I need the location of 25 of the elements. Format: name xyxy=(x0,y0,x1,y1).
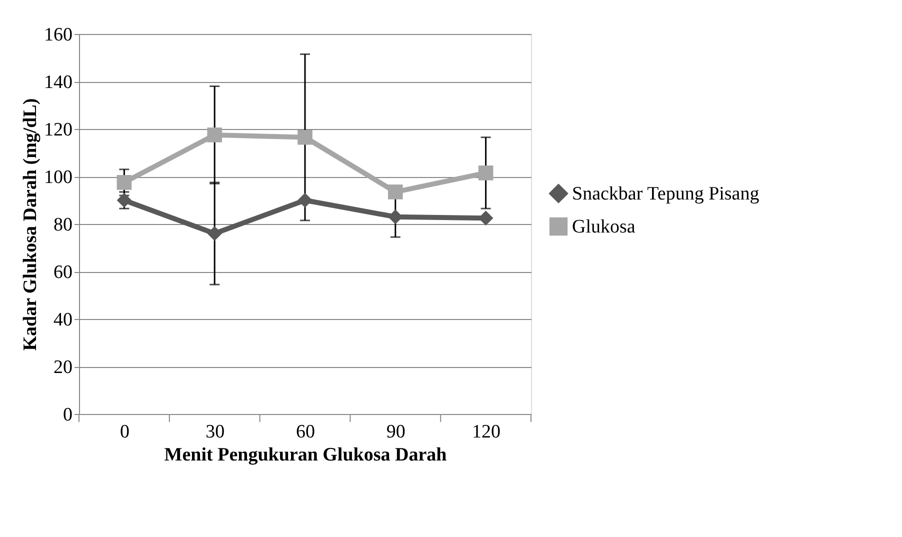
y-tick-label: 100 xyxy=(44,167,72,188)
y-axis-title: Kadar Glukosa Darah (mg/dL) xyxy=(20,98,41,351)
x-tick-label: 60 xyxy=(296,422,315,442)
y-tick-label: 80 xyxy=(54,214,72,236)
y-tick-label: 160 xyxy=(44,24,72,46)
y-tick-label: 40 xyxy=(54,310,72,330)
x-tick-label: 30 xyxy=(206,422,225,442)
point xyxy=(207,226,222,241)
x-tick-label: 0 xyxy=(120,422,130,442)
point xyxy=(207,128,222,142)
x-tick-label: 120 xyxy=(472,422,501,442)
x-tick-label: 90 xyxy=(386,422,406,442)
y-tick-label: 120 xyxy=(44,120,72,140)
point xyxy=(388,184,403,200)
legend-label: Snackbar Tepung Pisang xyxy=(572,184,760,204)
legend-label: Glukosa xyxy=(572,216,636,238)
point xyxy=(116,175,132,190)
point xyxy=(478,166,494,180)
y-tick-label: 140 xyxy=(44,72,72,93)
y-tick-label: 60 xyxy=(54,262,72,283)
y-tick-label: 0 xyxy=(63,404,72,426)
x-axis-title: Menit Pengukuran Glukosa Darah xyxy=(164,444,448,466)
point xyxy=(298,130,312,145)
point xyxy=(298,192,312,208)
y-tick-label: 20 xyxy=(54,357,72,378)
